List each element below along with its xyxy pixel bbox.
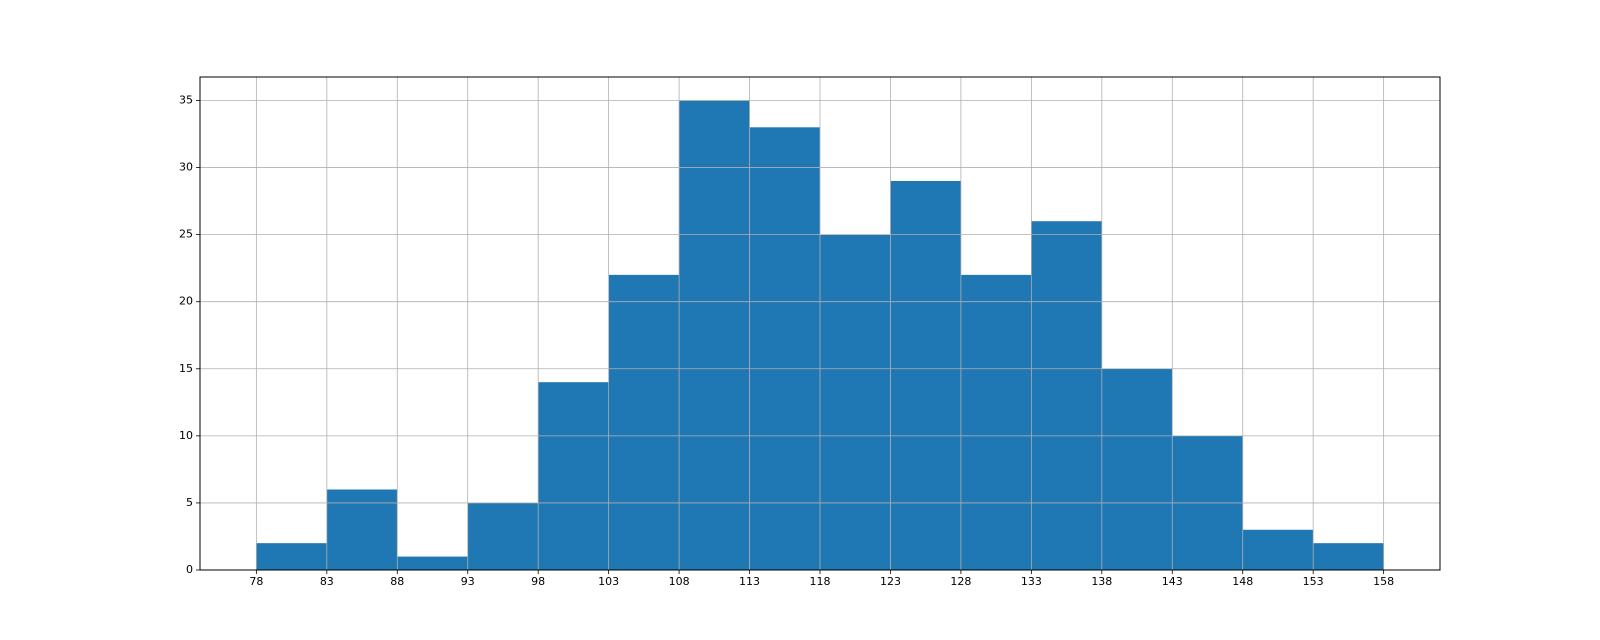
x-tick-label: 133: [1021, 575, 1042, 588]
y-tick-label: 35: [179, 93, 193, 106]
bar: [467, 502, 539, 570]
y-tick-label: 20: [179, 295, 193, 308]
x-tick-label: 113: [739, 575, 760, 588]
bar: [608, 274, 680, 570]
bar: [890, 180, 961, 570]
bar: [538, 382, 609, 570]
y-tick-label: 5: [186, 496, 193, 509]
y-tick-label: 30: [179, 161, 193, 174]
y-tick-label: 25: [179, 228, 193, 241]
x-tick-label: 138: [1091, 575, 1112, 588]
bar: [749, 127, 820, 570]
x-tick-label: 123: [880, 575, 901, 588]
x-tick-label: 103: [598, 575, 619, 588]
ticks: 0 5 10 15 20 25 30 35 78 83 88 93 98 103 108 113 118 123 1…: [179, 93, 1394, 588]
x-tick-label: 118: [810, 575, 831, 588]
bar: [397, 556, 468, 570]
x-tick-label: 108: [669, 575, 690, 588]
y-tick-label: 15: [179, 362, 193, 375]
y-tick-label: 10: [179, 429, 193, 442]
x-tick-label: 78: [249, 575, 263, 588]
bars: [256, 100, 1384, 571]
x-tick-label: 93: [461, 575, 475, 588]
x-tick-label: 98: [531, 575, 545, 588]
bar: [960, 274, 1032, 570]
plot-frame: [199, 76, 1441, 571]
bar: [820, 234, 891, 570]
bar: [1031, 221, 1102, 571]
bar: [679, 100, 750, 570]
bar: [1101, 368, 1173, 570]
bar: [1242, 529, 1314, 570]
x-tick-label: 143: [1162, 575, 1183, 588]
x-tick-label: 88: [390, 575, 404, 588]
bar: [256, 543, 327, 570]
x-tick-label: 128: [950, 575, 971, 588]
x-tick-label: 83: [320, 575, 334, 588]
y-tick-label: 0: [186, 563, 193, 576]
bar: [326, 489, 398, 570]
x-tick-label: 158: [1373, 575, 1394, 588]
x-tick-label: 148: [1232, 575, 1253, 588]
x-tick-label: 153: [1303, 575, 1324, 588]
bar: [1313, 543, 1384, 570]
